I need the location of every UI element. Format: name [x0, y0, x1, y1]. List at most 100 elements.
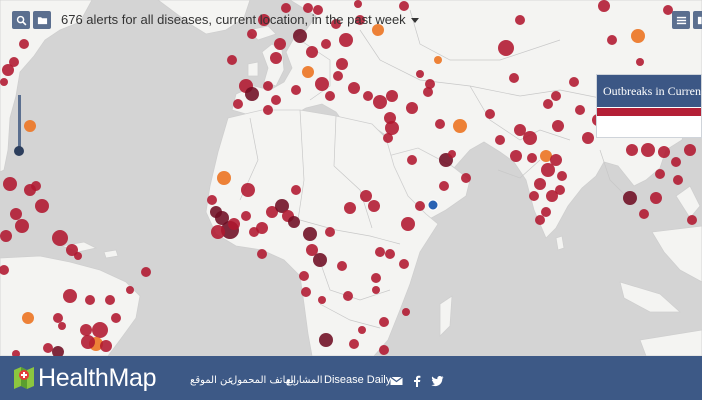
alert-marker[interactable]	[344, 202, 356, 214]
alert-marker[interactable]	[301, 287, 311, 297]
alert-marker[interactable]	[92, 322, 108, 338]
alert-marker[interactable]	[551, 91, 561, 101]
alert-marker[interactable]	[631, 29, 645, 43]
facebook-icon[interactable]	[413, 375, 421, 387]
alert-marker[interactable]	[626, 144, 638, 156]
alert-marker[interactable]	[495, 135, 505, 145]
alert-marker[interactable]	[514, 124, 526, 136]
outbreaks-panel[interactable]: Outbreaks in Current	[596, 74, 702, 138]
alert-marker[interactable]	[241, 183, 255, 197]
alert-marker[interactable]	[540, 150, 552, 162]
alert-marker[interactable]	[453, 119, 467, 133]
alert-marker[interactable]	[557, 171, 567, 181]
alert-marker[interactable]	[302, 66, 314, 78]
alert-marker[interactable]	[0, 230, 12, 242]
alert-marker[interactable]	[534, 178, 546, 190]
alert-marker[interactable]	[461, 173, 471, 183]
alert-marker[interactable]	[256, 222, 268, 234]
alert-marker[interactable]	[399, 1, 409, 11]
alert-marker[interactable]	[541, 207, 551, 217]
alert-marker[interactable]	[303, 227, 317, 241]
alert-marker[interactable]	[673, 175, 683, 185]
alert-marker[interactable]	[43, 343, 53, 353]
alert-marker[interactable]	[319, 333, 333, 347]
alert-marker[interactable]	[360, 190, 372, 202]
alert-marker[interactable]	[53, 313, 63, 323]
alert-marker[interactable]	[337, 261, 347, 271]
alert-marker[interactable]	[355, 15, 365, 25]
alert-marker[interactable]	[339, 33, 353, 47]
alert-marker[interactable]	[81, 335, 95, 349]
alert-marker[interactable]	[333, 71, 343, 81]
alert-marker[interactable]	[509, 73, 519, 83]
alert-marker[interactable]	[313, 5, 323, 15]
alert-marker[interactable]	[552, 120, 564, 132]
alert-marker[interactable]	[684, 144, 696, 156]
alert-marker[interactable]	[379, 345, 389, 355]
alert-marker[interactable]	[2, 64, 14, 76]
alert-marker[interactable]	[266, 206, 278, 218]
alert-marker[interactable]	[671, 157, 681, 167]
alert-marker[interactable]	[331, 19, 341, 29]
alert-marker[interactable]	[650, 192, 662, 204]
alert-marker[interactable]	[541, 163, 555, 177]
alert-marker[interactable]	[425, 79, 435, 89]
alert-marker[interactable]	[639, 209, 649, 219]
folder-button[interactable]	[33, 11, 51, 29]
search-button[interactable]	[12, 11, 30, 29]
alert-marker[interactable]	[523, 131, 537, 145]
alert-marker[interactable]	[658, 146, 670, 158]
alert-marker[interactable]	[228, 218, 240, 230]
alert-marker[interactable]	[379, 317, 389, 327]
alert-marker[interactable]	[485, 109, 495, 119]
alert-marker[interactable]	[498, 40, 514, 56]
alert-marker[interactable]	[343, 291, 353, 301]
alert-marker[interactable]	[386, 90, 398, 102]
alert-marker[interactable]	[434, 56, 442, 64]
alert-marker[interactable]	[598, 0, 610, 12]
alert-marker[interactable]	[423, 87, 433, 97]
alert-marker[interactable]	[515, 15, 525, 25]
alert-marker[interactable]	[52, 230, 68, 246]
footer-link-projects[interactable]: المشاريع	[286, 375, 323, 386]
alert-marker[interactable]	[227, 55, 237, 65]
alert-marker[interactable]	[375, 247, 385, 257]
alert-marker[interactable]	[315, 77, 329, 91]
alert-marker[interactable]	[22, 312, 34, 324]
alert-marker[interactable]	[636, 58, 644, 66]
alert-marker[interactable]	[687, 215, 697, 225]
alert-marker[interactable]	[74, 252, 82, 260]
alert-marker[interactable]	[318, 296, 326, 304]
alert-marker[interactable]	[35, 199, 49, 213]
alert-marker[interactable]	[527, 153, 537, 163]
alert-marker[interactable]	[0, 78, 8, 86]
zoom-slider-track[interactable]	[18, 95, 21, 153]
alert-marker[interactable]	[406, 102, 418, 114]
alert-marker[interactable]	[439, 181, 449, 191]
alert-marker[interactable]	[247, 29, 257, 39]
alert-marker[interactable]	[349, 339, 359, 349]
alert-marker[interactable]	[543, 99, 553, 109]
alert-marker[interactable]	[385, 121, 399, 135]
alert-marker[interactable]	[313, 253, 327, 267]
alert-marker[interactable]	[363, 91, 373, 101]
alert-marker[interactable]	[241, 211, 251, 221]
alert-marker[interactable]	[385, 249, 395, 259]
alerts-summary-dropdown[interactable]: 676 alerts for all diseases, current loc…	[61, 12, 419, 27]
alert-marker[interactable]	[63, 289, 77, 303]
alert-marker[interactable]	[306, 46, 318, 58]
alert-marker[interactable]	[306, 244, 318, 256]
selected-location-marker[interactable]	[427, 199, 439, 211]
alert-marker[interactable]	[575, 105, 585, 115]
alert-marker[interactable]	[245, 87, 259, 101]
alert-marker[interactable]	[401, 217, 415, 231]
alert-marker[interactable]	[111, 313, 121, 323]
alert-marker[interactable]	[258, 14, 270, 26]
alert-marker[interactable]	[641, 143, 655, 157]
alert-marker[interactable]	[435, 119, 445, 129]
alert-marker[interactable]	[372, 24, 384, 36]
alert-marker[interactable]	[15, 219, 29, 233]
alert-marker[interactable]	[211, 225, 225, 239]
alert-marker[interactable]	[263, 105, 273, 115]
alert-marker[interactable]	[281, 3, 291, 13]
